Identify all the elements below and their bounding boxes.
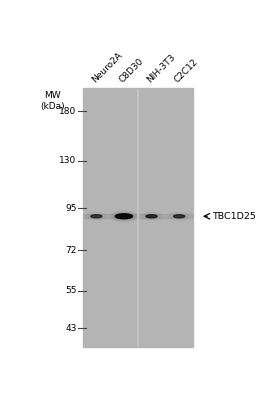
- Ellipse shape: [116, 214, 133, 219]
- Text: C8D30: C8D30: [118, 56, 146, 84]
- Bar: [84, 214, 192, 218]
- Text: NIH-3T3: NIH-3T3: [145, 52, 177, 84]
- Text: 43: 43: [65, 324, 77, 332]
- Ellipse shape: [114, 213, 134, 220]
- Text: MW
(kDa): MW (kDa): [40, 91, 65, 110]
- Text: 130: 130: [59, 156, 77, 165]
- Ellipse shape: [144, 214, 159, 219]
- Text: 72: 72: [65, 246, 77, 254]
- Bar: [83, 88, 193, 347]
- Ellipse shape: [91, 215, 102, 218]
- Text: C2C12: C2C12: [173, 57, 200, 84]
- Text: Neuro2A: Neuro2A: [90, 50, 124, 84]
- Ellipse shape: [174, 215, 185, 218]
- Text: 95: 95: [65, 204, 77, 212]
- Ellipse shape: [146, 215, 157, 218]
- Text: TBC1D25: TBC1D25: [212, 212, 256, 221]
- Text: 55: 55: [65, 286, 77, 295]
- Text: 180: 180: [59, 107, 77, 116]
